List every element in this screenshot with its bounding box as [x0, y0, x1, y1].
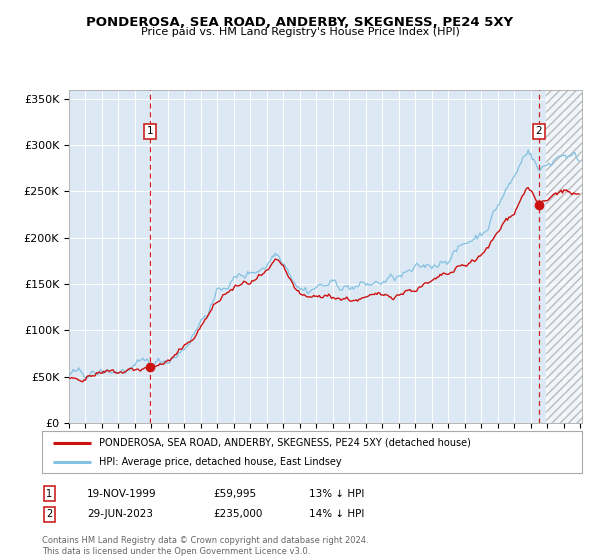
Text: 1: 1: [146, 126, 153, 136]
Text: PONDEROSA, SEA ROAD, ANDERBY, SKEGNESS, PE24 5XY (detached house): PONDEROSA, SEA ROAD, ANDERBY, SKEGNESS, …: [98, 437, 470, 447]
Bar: [546, 53, 582, 423]
Text: Price paid vs. HM Land Registry's House Price Index (HPI): Price paid vs. HM Land Registry's House …: [140, 27, 460, 37]
Text: 2: 2: [536, 126, 542, 136]
Text: £59,995: £59,995: [213, 489, 256, 499]
Text: 29-JUN-2023: 29-JUN-2023: [87, 509, 153, 519]
Text: 2: 2: [46, 509, 52, 519]
Text: 14% ↓ HPI: 14% ↓ HPI: [309, 509, 364, 519]
Text: 1: 1: [46, 489, 52, 499]
Text: £235,000: £235,000: [213, 509, 262, 519]
Text: 13% ↓ HPI: 13% ↓ HPI: [309, 489, 364, 499]
Text: HPI: Average price, detached house, East Lindsey: HPI: Average price, detached house, East…: [98, 457, 341, 467]
Text: PONDEROSA, SEA ROAD, ANDERBY, SKEGNESS, PE24 5XY: PONDEROSA, SEA ROAD, ANDERBY, SKEGNESS, …: [86, 16, 514, 29]
Text: 19-NOV-1999: 19-NOV-1999: [87, 489, 157, 499]
Text: Contains HM Land Registry data © Crown copyright and database right 2024.
This d: Contains HM Land Registry data © Crown c…: [42, 536, 368, 556]
